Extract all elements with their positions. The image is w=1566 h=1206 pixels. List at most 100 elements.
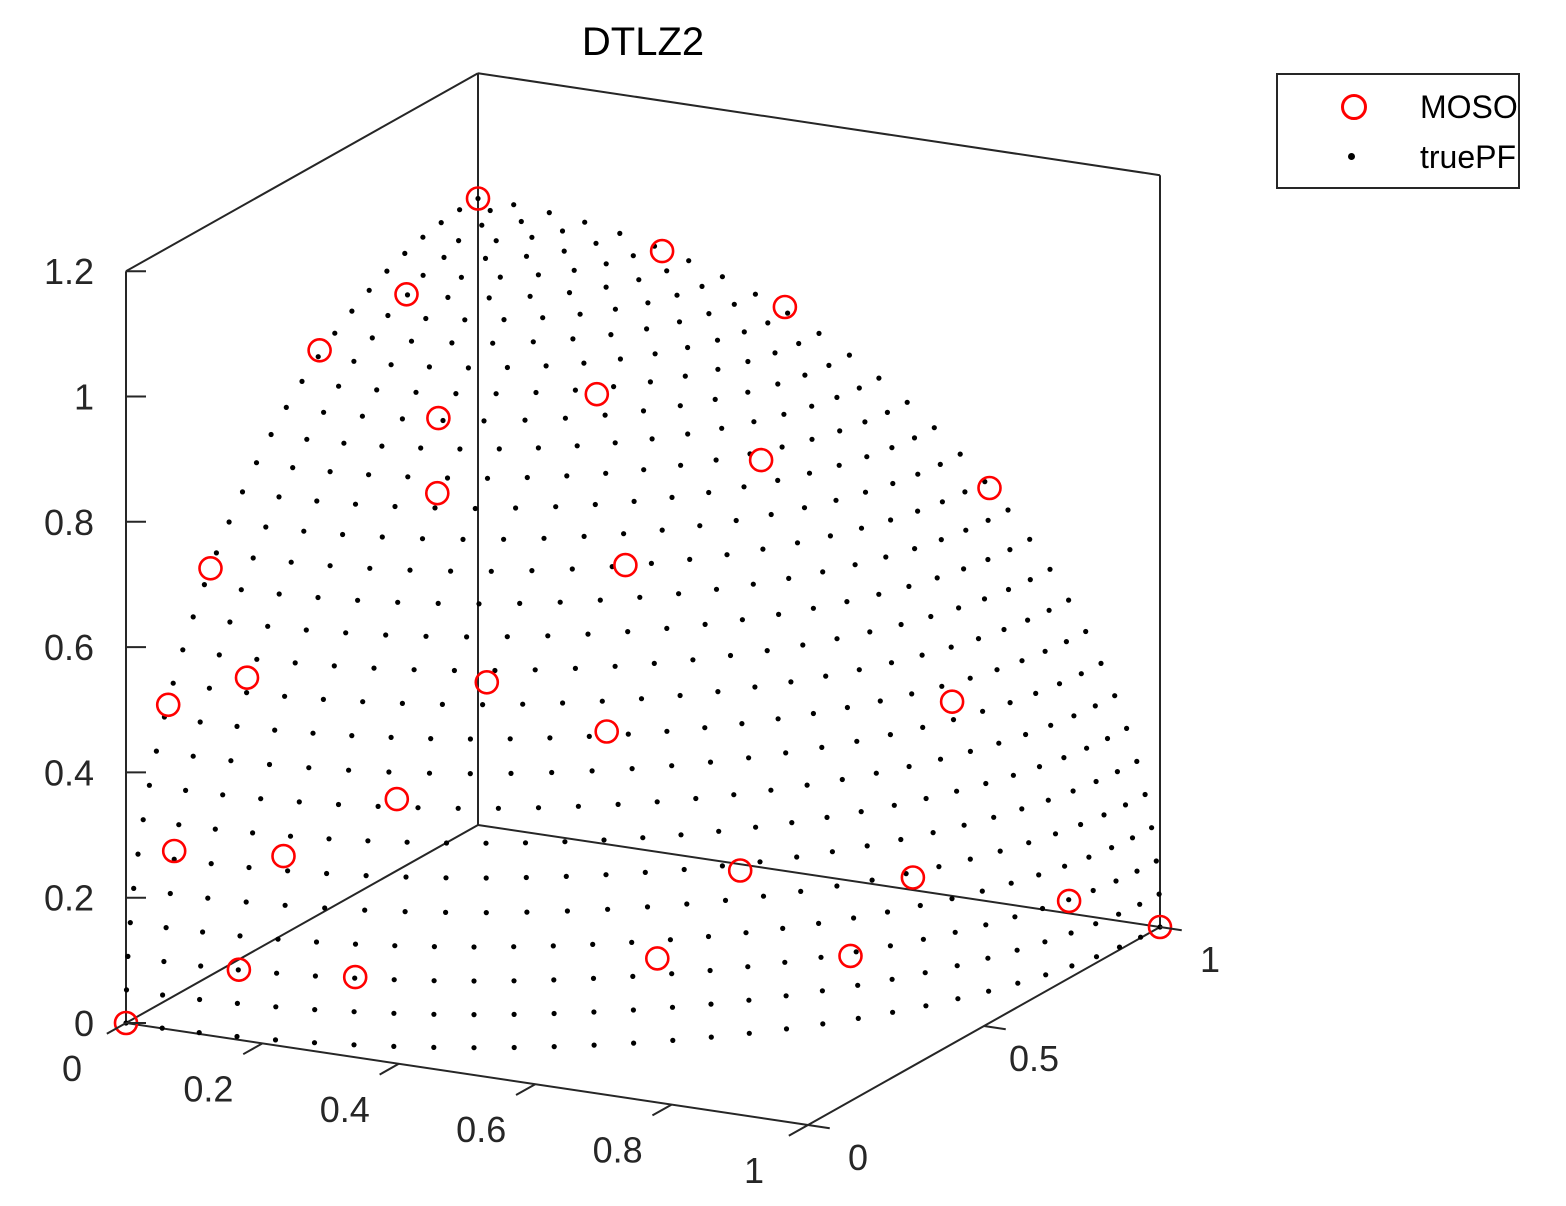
- truepf-point: [490, 340, 496, 346]
- truepf-point: [170, 680, 176, 686]
- truepf-point: [160, 992, 166, 998]
- truepf-point: [676, 591, 682, 597]
- truepf-point: [862, 419, 868, 425]
- truepf-point: [529, 568, 535, 574]
- truepf-point: [591, 1042, 597, 1048]
- truepf-point: [1063, 639, 1069, 645]
- moso-point: [772, 294, 798, 320]
- truepf-point: [388, 362, 394, 368]
- truepf-series: [123, 195, 1163, 1051]
- truepf-point: [963, 527, 969, 533]
- moso-point: [474, 669, 500, 695]
- truepf-point: [644, 904, 651, 910]
- truepf-point: [513, 505, 519, 511]
- truepf-point: [524, 909, 530, 915]
- truepf-point: [288, 559, 294, 565]
- truepf-point: [834, 636, 840, 642]
- moso-point: [613, 552, 638, 578]
- truepf-point: [200, 929, 206, 935]
- x-axis-line: [125, 1022, 809, 1126]
- axis-line-back-x: [125, 824, 479, 1024]
- truepf-point: [1156, 891, 1162, 897]
- truepf-point: [915, 471, 921, 477]
- truepf-point: [273, 1004, 279, 1010]
- truepf-point: [985, 556, 991, 563]
- truepf-point: [351, 358, 357, 364]
- truepf-point: [483, 875, 489, 881]
- truepf-point: [1124, 725, 1130, 732]
- truepf-point: [593, 240, 599, 246]
- truepf-point: [471, 1012, 477, 1018]
- truepf-point: [423, 315, 429, 322]
- truepf-point: [131, 885, 137, 892]
- truepf-point: [810, 710, 817, 717]
- truepf-point: [1056, 681, 1063, 687]
- chart-legend: MOSO truePF: [1276, 73, 1520, 189]
- truepf-point: [392, 503, 398, 510]
- truepf-point: [1066, 897, 1072, 903]
- truepf-point: [391, 1010, 397, 1016]
- truepf-point: [674, 292, 680, 298]
- truepf-point: [1129, 835, 1136, 841]
- truepf-point: [283, 404, 289, 410]
- truepf-point: [1078, 671, 1084, 677]
- truepf-point: [768, 511, 774, 518]
- truepf-point: [775, 477, 781, 483]
- truepf-point: [887, 732, 894, 738]
- truepf-point: [564, 908, 571, 914]
- truepf-point: [1061, 755, 1067, 761]
- truepf-point: [336, 383, 342, 389]
- truepf-point: [443, 875, 449, 881]
- truepf-point: [967, 856, 973, 862]
- truepf-point: [854, 738, 860, 744]
- truepf-point: [1005, 586, 1012, 593]
- truepf-point: [967, 748, 974, 755]
- truepf-point: [851, 915, 857, 921]
- truepf-point: [975, 636, 982, 642]
- truepf-point: [561, 248, 567, 254]
- truepf-point: [834, 883, 840, 889]
- truepf-point: [1007, 700, 1013, 706]
- truepf-point: [234, 723, 240, 730]
- truepf-point: [557, 599, 563, 605]
- truepf-point: [266, 761, 273, 768]
- truepf-point: [1068, 930, 1074, 936]
- truepf-point: [782, 959, 788, 965]
- truepf-point: [839, 776, 845, 783]
- truepf-point: [276, 591, 282, 597]
- truepf-point: [636, 277, 642, 283]
- truepf-point: [1137, 901, 1143, 907]
- truepf-point: [858, 525, 865, 531]
- truepf-point: [631, 1040, 637, 1046]
- moso-point: [977, 475, 1002, 501]
- truepf-point: [745, 964, 751, 970]
- truepf-point: [570, 336, 576, 342]
- truepf-point: [788, 679, 794, 685]
- moso-point: [649, 238, 675, 264]
- truepf-point: [938, 537, 944, 543]
- truepf-point: [341, 440, 347, 446]
- truepf-point: [431, 1011, 437, 1017]
- truepf-point: [346, 767, 352, 773]
- truepf-point: [1116, 911, 1122, 917]
- truepf-point: [125, 953, 131, 960]
- truepf-point: [258, 796, 264, 802]
- truepf-point: [826, 362, 832, 368]
- truepf-point: [290, 465, 296, 471]
- truepf-point: [681, 866, 687, 873]
- truepf-point: [702, 621, 708, 628]
- truepf-point: [649, 436, 655, 442]
- z-tick-label: 0.4: [44, 752, 94, 793]
- truepf-point: [1149, 825, 1155, 831]
- truepf-point: [708, 1034, 714, 1040]
- truepf-point: [419, 536, 426, 542]
- truepf-point: [322, 905, 328, 911]
- truepf-point: [571, 267, 577, 273]
- truepf-point: [706, 311, 712, 317]
- truepf-point: [844, 704, 851, 711]
- truepf-point: [359, 413, 365, 419]
- truepf-point: [1042, 648, 1048, 654]
- truepf-point: [920, 936, 927, 942]
- x-tick-label: 0: [62, 1048, 82, 1089]
- truepf-point: [867, 629, 873, 635]
